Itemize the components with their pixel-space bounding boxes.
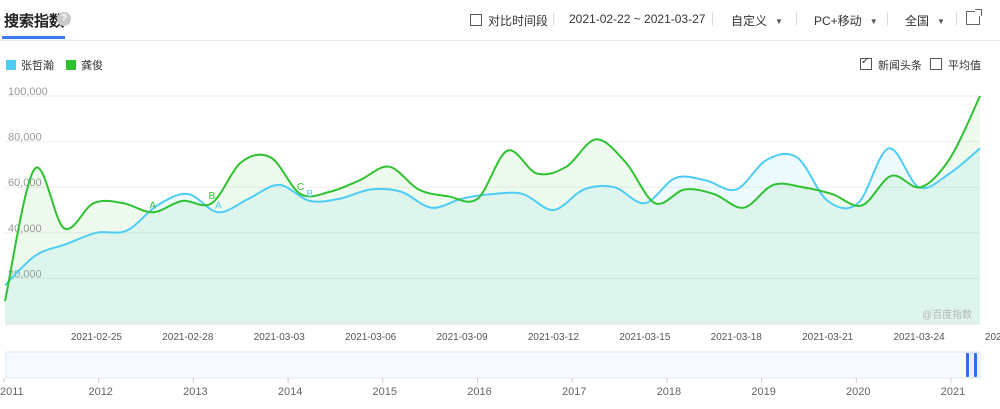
caret-down-icon: ▼: [869, 17, 878, 26]
timeline-year-label: 2017: [562, 386, 586, 398]
x-tick-label: 2021-03-09: [436, 332, 488, 343]
title-tab-indicator: [2, 36, 65, 39]
caret-down-icon: ▼: [775, 17, 783, 26]
timeline-year-label: 2012: [88, 386, 112, 398]
device-dropdown[interactable]: PC+移动 ▼: [814, 12, 878, 29]
series-line: [4, 95, 981, 302]
timeline-scroller: [5, 351, 981, 379]
timeline-year-label: 2013: [183, 386, 207, 398]
x-tick-label: 2021-03-24: [893, 332, 945, 343]
compare-checkbox[interactable]: [470, 14, 482, 26]
legend-swatch: [6, 60, 16, 70]
annotation-marker: B: [208, 191, 215, 202]
timeline-year-label: 2020: [846, 386, 870, 398]
annotation-marker: B: [306, 189, 313, 200]
x-tick-label: 2021-03-18: [711, 332, 763, 343]
compare-label: 对比时间段: [488, 14, 549, 28]
x-tick-label: 2021-03-27: [985, 332, 1000, 343]
chart-legend: 张哲瀚 龚俊: [6, 57, 112, 73]
x-tick-label: 2021-03-21: [802, 332, 854, 343]
x-tick-label: 2021-02-28: [162, 332, 214, 343]
y-tick-label: 100,000: [8, 86, 48, 98]
watermark: @百度指数: [922, 310, 973, 321]
news-checkbox[interactable]: [860, 56, 872, 70]
series-area: [5, 148, 980, 324]
custom-range-label: 自定义: [731, 14, 768, 28]
y-tick-label: 80,000: [8, 132, 42, 144]
divider: [956, 12, 957, 26]
legend-item-gong[interactable]: 龚俊: [66, 60, 103, 72]
timeline-year-label: 2021: [941, 386, 965, 398]
date-range-picker[interactable]: 2021-02-22 ~ 2021-03-27: [569, 12, 706, 26]
x-tick-label: 2021-03-03: [254, 332, 306, 343]
custom-range-dropdown[interactable]: 自定义 ▼: [731, 12, 783, 29]
x-tick-label: 2021-03-06: [345, 332, 397, 343]
divider: [796, 12, 797, 26]
timeline-year-label: 2011: [0, 386, 24, 398]
news-headline-toggle[interactable]: 新闻头条: [860, 56, 922, 73]
legend-item-zhang[interactable]: 张哲瀚: [6, 60, 54, 72]
divider: [553, 12, 554, 26]
timeline-year-label: 2018: [657, 386, 681, 398]
x-tick-label: 2021-02-25: [71, 332, 123, 343]
annotation-marker: C: [297, 182, 304, 193]
y-tick-label: 60,000: [8, 177, 42, 189]
page-title: 搜索指数: [4, 13, 65, 30]
timeline-handle-right: [974, 353, 977, 377]
top-toolbar: 搜索指数 ? 对比时间段 2021-02-22 ~ 2021-03-27 自定义…: [0, 0, 1000, 41]
divider: [712, 12, 713, 26]
timeline-year-label: 2014: [278, 386, 302, 398]
series-area: [5, 96, 980, 324]
divider: [887, 12, 888, 26]
device-label: PC+移动: [814, 14, 862, 28]
average-toggle[interactable]: 平均值: [930, 57, 981, 73]
annotation-marker: A: [149, 200, 156, 211]
y-tick-label: 20,000: [8, 268, 42, 280]
external-link-icon[interactable]: [966, 9, 982, 25]
region-dropdown[interactable]: 全国 ▼: [905, 12, 945, 29]
average-checkbox[interactable]: [930, 58, 942, 70]
compare-period-toggle[interactable]: 对比时间段: [470, 12, 548, 29]
help-icon[interactable]: ?: [57, 12, 71, 26]
legend-label: 张哲瀚: [21, 60, 54, 72]
legend-label: 龚俊: [81, 60, 104, 72]
x-tick-label: 2021-03-15: [619, 332, 671, 343]
news-label: 新闻头条: [878, 60, 922, 72]
timeline-handle-left: [966, 353, 969, 377]
y-tick-label: 40,000: [8, 223, 42, 235]
legend-swatch: [66, 60, 77, 70]
annotation-marker: A: [215, 200, 222, 211]
average-label: 平均值: [948, 60, 981, 72]
timeline-year-label: 2016: [467, 386, 491, 398]
caret-down-icon: ▼: [937, 17, 945, 26]
series-line: [4, 147, 981, 286]
timeline-year-label: 2019: [751, 386, 775, 398]
timeline-year-label: 2015: [373, 386, 397, 398]
x-tick-label: 2021-03-12: [528, 332, 580, 343]
region-label: 全国: [905, 14, 930, 28]
